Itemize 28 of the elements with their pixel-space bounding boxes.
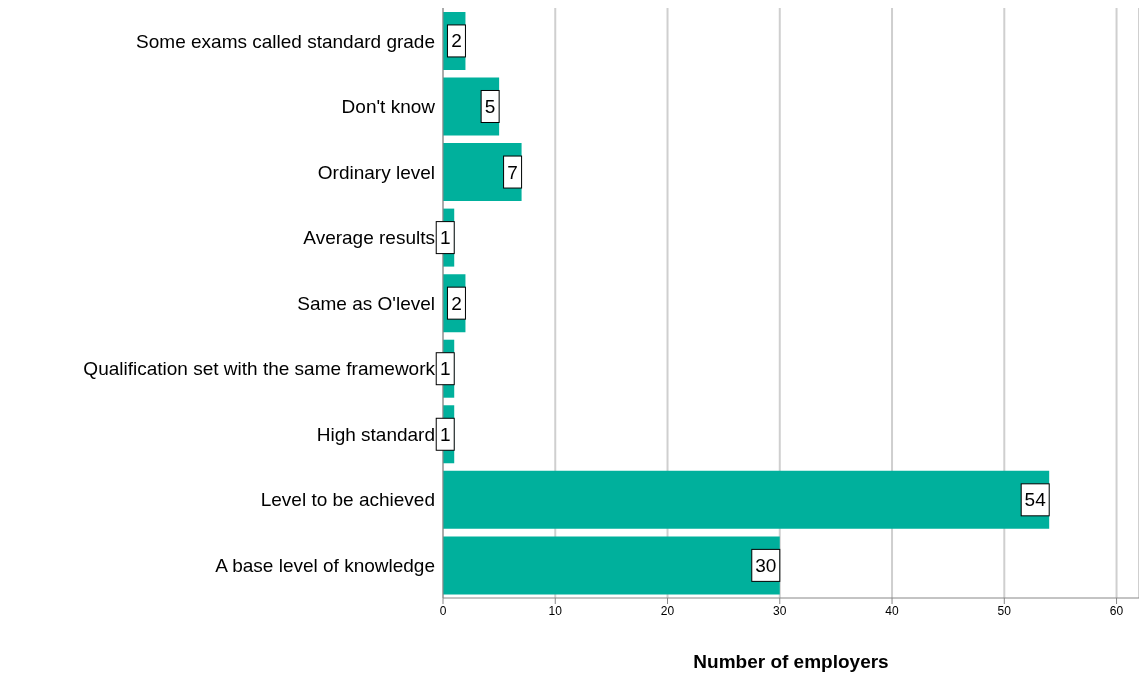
data-label: 5 bbox=[484, 95, 496, 117]
y-tick-label: Ordinary level bbox=[317, 161, 435, 183]
y-tick-label: A base level of knowledge bbox=[215, 554, 435, 576]
data-label: 54 bbox=[1024, 489, 1047, 511]
x-axis-title: Number of employers bbox=[693, 651, 889, 672]
y-tick-label: High standard bbox=[316, 423, 435, 445]
x-tick-label: 0 bbox=[439, 603, 447, 618]
x-tick-label: 60 bbox=[1109, 603, 1124, 618]
data-label: 1 bbox=[439, 227, 451, 249]
data-label: 1 bbox=[439, 423, 451, 445]
y-tick-label: Same as O'level bbox=[297, 292, 435, 314]
data-label: 7 bbox=[507, 161, 518, 183]
y-tick-label: Some exams called standard grade bbox=[136, 30, 435, 52]
x-tick-label: 20 bbox=[660, 603, 675, 618]
y-tick-label: Qualification set with the same framework bbox=[83, 358, 436, 380]
y-tick-label: Average results bbox=[303, 227, 435, 249]
x-tick-label: 40 bbox=[885, 603, 900, 618]
y-tick-label: Don't know bbox=[341, 96, 436, 118]
y-tick-label: Level to be achieved bbox=[260, 489, 435, 511]
x-tick-label: 30 bbox=[773, 603, 787, 618]
x-tick-label: 10 bbox=[548, 603, 563, 618]
bar bbox=[443, 536, 780, 595]
data-label: 2 bbox=[451, 30, 462, 52]
data-label: 30 bbox=[755, 554, 777, 576]
data-label: 1 bbox=[439, 358, 451, 380]
bar bbox=[443, 470, 1050, 529]
x-tick-label: 50 bbox=[997, 603, 1012, 618]
data-label: 2 bbox=[451, 292, 462, 314]
